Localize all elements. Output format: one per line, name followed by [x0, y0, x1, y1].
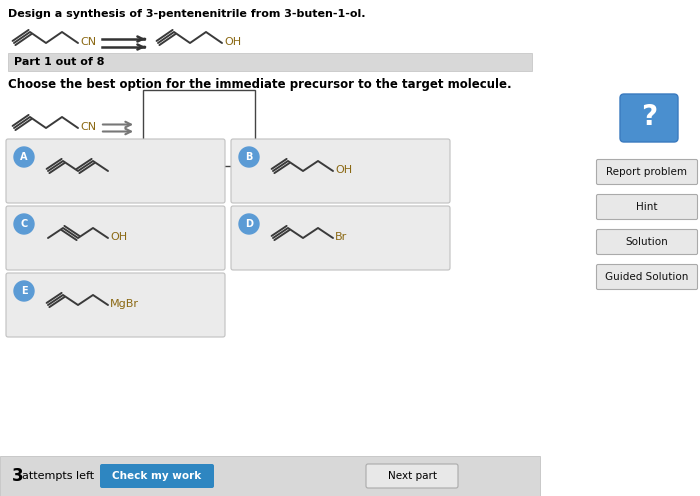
FancyBboxPatch shape — [0, 456, 540, 496]
Text: ?: ? — [641, 103, 657, 131]
Text: attempts left: attempts left — [22, 471, 94, 481]
Circle shape — [14, 147, 34, 167]
Text: D: D — [245, 219, 253, 229]
Text: Check my work: Check my work — [113, 471, 202, 481]
Text: Report problem: Report problem — [606, 167, 687, 177]
Text: B: B — [245, 152, 253, 162]
Text: Br: Br — [335, 232, 347, 242]
FancyBboxPatch shape — [6, 273, 225, 337]
FancyBboxPatch shape — [366, 464, 458, 488]
FancyBboxPatch shape — [596, 230, 697, 254]
Text: C: C — [20, 219, 27, 229]
Circle shape — [14, 214, 34, 234]
FancyBboxPatch shape — [6, 139, 225, 203]
Text: Solution: Solution — [626, 237, 668, 247]
Text: 3: 3 — [12, 467, 24, 485]
FancyBboxPatch shape — [596, 160, 697, 185]
Text: CN: CN — [80, 122, 96, 132]
FancyBboxPatch shape — [143, 90, 255, 166]
Circle shape — [239, 147, 259, 167]
Text: OH: OH — [110, 232, 127, 242]
Text: Guided Solution: Guided Solution — [606, 272, 689, 282]
FancyBboxPatch shape — [8, 53, 532, 71]
FancyBboxPatch shape — [231, 206, 450, 270]
FancyBboxPatch shape — [596, 194, 697, 220]
FancyBboxPatch shape — [620, 94, 678, 142]
FancyBboxPatch shape — [231, 139, 450, 203]
Text: OH: OH — [335, 165, 352, 175]
Text: Part 1 out of 8: Part 1 out of 8 — [14, 57, 104, 67]
Text: Hint: Hint — [636, 202, 658, 212]
FancyBboxPatch shape — [100, 464, 214, 488]
Text: A: A — [20, 152, 28, 162]
Text: E: E — [21, 286, 27, 296]
FancyBboxPatch shape — [6, 206, 225, 270]
FancyBboxPatch shape — [596, 264, 697, 290]
Text: MgBr: MgBr — [110, 299, 139, 309]
Text: CN: CN — [80, 37, 96, 47]
Text: Next part: Next part — [388, 471, 437, 481]
Text: Choose the best option for the immediate precursor to the target molecule.: Choose the best option for the immediate… — [8, 78, 512, 91]
Circle shape — [14, 281, 34, 301]
Circle shape — [239, 214, 259, 234]
Text: OH: OH — [224, 37, 241, 47]
Text: Design a synthesis of 3-pentenenitrile from 3-buten-1-ol.: Design a synthesis of 3-pentenenitrile f… — [8, 9, 365, 19]
